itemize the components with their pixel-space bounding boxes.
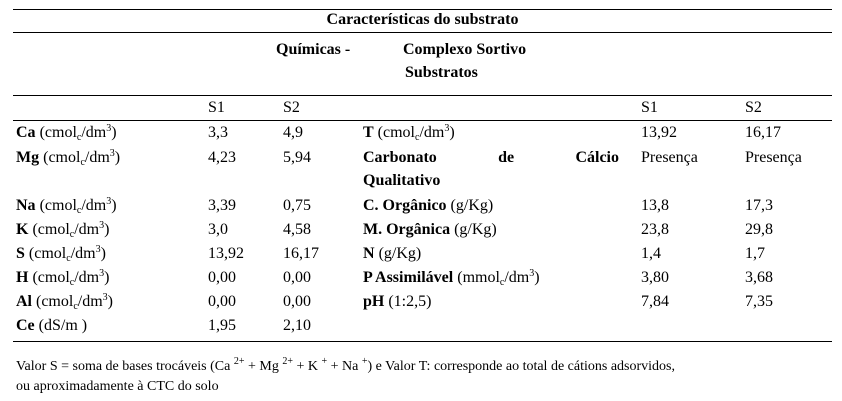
row-label-carbonato: Carbonato de Cálcio	[363, 149, 619, 166]
cell-s-s2: 16,17	[283, 245, 319, 262]
row-label-ph: pH (1:2,5)	[363, 293, 432, 310]
col-header-s2-left: S2	[283, 99, 300, 116]
cell-m-organica-s1: 23,8	[641, 221, 669, 238]
cell-ce-s1: 1,95	[208, 317, 236, 334]
row-label-carbonato-line2: Qualitativo	[363, 172, 441, 189]
cell-mg-s1: 4,23	[208, 149, 236, 166]
subtitle-left: Químicas -	[276, 41, 351, 58]
cell-na-s1: 3,39	[208, 197, 236, 214]
col-header-s1-left: S1	[208, 99, 225, 116]
cell-ca-s2: 4,9	[283, 124, 303, 141]
cell-al-s1: 0,00	[208, 293, 236, 310]
row-label-k: K (cmolc/dm3)	[16, 220, 110, 240]
title-rule	[13, 32, 832, 33]
table-title: Características do substrato	[326, 11, 519, 28]
cell-m-organica-s2: 29,8	[745, 221, 773, 238]
cell-k-s2: 4,58	[283, 221, 311, 238]
bottom-rule	[13, 341, 832, 342]
cell-t-s2: 16,17	[745, 124, 781, 141]
cell-n-s1: 1,4	[641, 245, 661, 262]
subtitle-right: Complexo Sortivo	[403, 41, 527, 58]
cell-c-organico-s1: 13,8	[641, 197, 669, 214]
cell-s-s1: 13,92	[208, 245, 244, 262]
row-label-al: Al (cmolc/dm3)	[16, 292, 113, 312]
top-rule	[13, 9, 832, 10]
row-label-ca: Ca (cmolc/dm3)	[16, 123, 117, 143]
cell-c-organico-s2: 17,3	[745, 197, 773, 214]
cell-n-s2: 1,7	[745, 245, 765, 262]
header-rule	[13, 95, 832, 96]
row-label-m-organica: M. Orgânica (g/Kg)	[363, 221, 497, 238]
row-label-n: N (g/Kg)	[363, 245, 422, 262]
cell-mg-s2: 5,94	[283, 149, 311, 166]
row-label-na: Na (cmolc/dm3)	[16, 196, 117, 216]
row-label-p-assimilavel: P Assimilável (mmolc/dm3)	[363, 268, 540, 288]
column-header-rule	[13, 120, 832, 121]
footnote-line2: ou aproximadamente à CTC do solo	[16, 379, 219, 394]
row-label-h: H (cmolc/dm3)	[16, 268, 110, 288]
cell-carbonato-s2: Presença	[745, 149, 802, 166]
row-label-c-organico: C. Orgânico (g/Kg)	[363, 197, 494, 214]
cell-ph-s1: 7,84	[641, 293, 669, 310]
cell-ca-s1: 3,3	[208, 124, 228, 141]
cell-h-s1: 0,00	[208, 269, 236, 286]
row-label-mg: Mg (cmolc/dm3)	[16, 148, 121, 168]
cell-t-s1: 13,92	[641, 124, 677, 141]
cell-ph-s2: 7,35	[745, 293, 773, 310]
subtitle-line2: Substratos	[405, 64, 478, 81]
cell-na-s2: 0,75	[283, 197, 311, 214]
row-label-s: S (cmolc/dm3)	[16, 244, 106, 264]
cell-p-assimilavel-s1: 3,80	[641, 269, 669, 286]
col-header-s2-right: S2	[745, 99, 762, 116]
cell-p-assimilavel-s2: 3,68	[745, 269, 773, 286]
row-label-ce: Ce (dS/m )	[16, 317, 88, 334]
cell-k-s1: 3,0	[208, 221, 228, 238]
cell-carbonato-s1: Presença	[641, 149, 698, 166]
cell-al-s2: 0,00	[283, 293, 311, 310]
row-label-t: T (cmolc/dm3)	[363, 123, 455, 143]
cell-ce-s2: 2,10	[283, 317, 311, 334]
cell-h-s2: 0,00	[283, 269, 311, 286]
col-header-s1-right: S1	[641, 99, 658, 116]
footnote-line1: Valor S = soma de bases trocáveis (Ca 2+…	[16, 356, 675, 375]
